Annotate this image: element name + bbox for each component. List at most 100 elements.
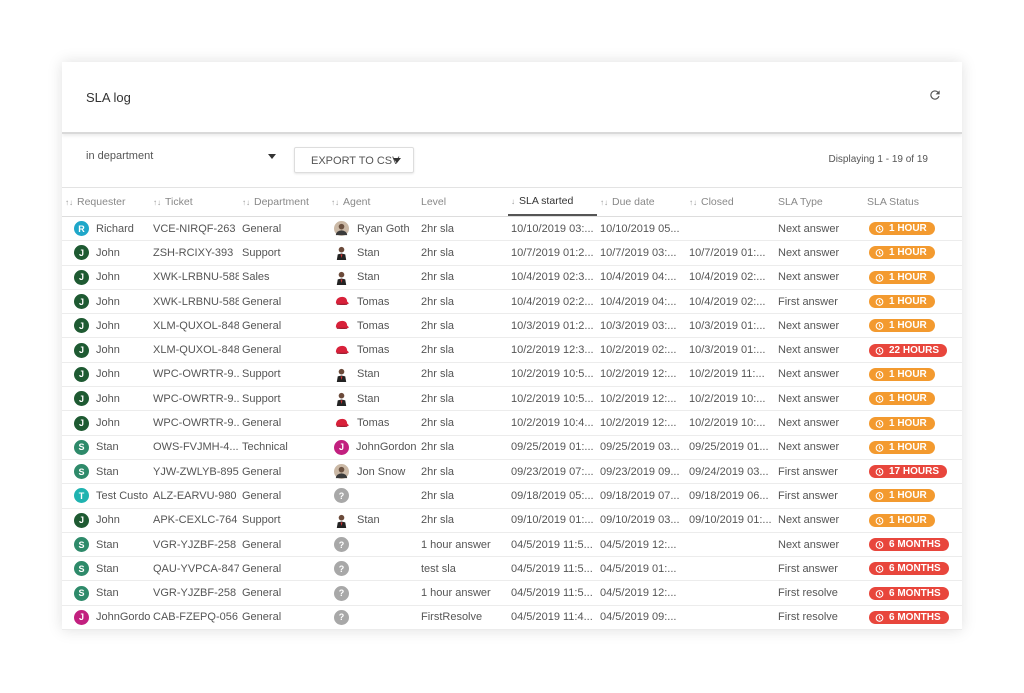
sort-icon: ↑↓	[331, 197, 339, 207]
table-row[interactable]: J John XWK-LRBNU-588 General Tomas 2hr sla 10/…	[62, 290, 962, 315]
table-row[interactable]: J John XLM-QUXOL-848 General Tomas 2hr sla 10/…	[62, 314, 962, 339]
column-header[interactable]: ↓ SLA started	[508, 188, 597, 216]
due-cell: 04/5/2019 12:...	[600, 538, 677, 551]
table-row[interactable]: S Stan VGR-YJZBF-258 General? 1 hour answer 0…	[62, 581, 962, 606]
department-cell: General	[242, 344, 282, 357]
level-cell: 2hr sla	[421, 392, 455, 405]
closed-cell	[686, 606, 775, 629]
column-header[interactable]: ↑↓ Due date	[597, 188, 686, 216]
table-row[interactable]: J John XWK-LRBNU-588 Sales Stan 2hr sla 10/4/2…	[62, 266, 962, 290]
requester-avatar: J	[74, 294, 89, 310]
requester-cell: J John	[62, 266, 150, 289]
column-header[interactable]: ↑↓ Ticket	[150, 188, 239, 216]
export-button[interactable]: EXPORT TO CSV	[294, 147, 414, 173]
table-row[interactable]: S Stan QAU-YVPCA-847 General? test sla 04/5/2…	[62, 557, 962, 582]
level-cell: 1 hour answer	[421, 538, 491, 551]
ticket-cell: WPC-OWRTR-9...	[153, 392, 239, 405]
agent-avatar	[334, 221, 349, 237]
table-row[interactable]: J John APK-CEXLC-764 Support Stan 2hr sla 09/1…	[62, 509, 962, 533]
started-cell: 04/5/2019 11:5...	[511, 538, 593, 551]
sla-card: SLA log in department EXPORT TO CSV Disp…	[62, 62, 962, 630]
ticket-cell: WPC-OWRTR-9...	[153, 417, 239, 430]
agent-avatar	[336, 393, 347, 407]
table-row[interactable]: J John WPC-OWRTR-9... Support Stan 2hr sla 10/…	[62, 363, 962, 388]
type-cell: Next answer	[778, 514, 840, 527]
status-cell: 6 MONTHS	[864, 557, 962, 580]
table-row[interactable]: J John WPC-OWRTR-9... General Tomas 2hr sla 10…	[62, 411, 962, 436]
column-header[interactable]: ↑↓ Agent	[328, 188, 418, 216]
started-cell: 10/2/2019 12:3...	[511, 344, 594, 357]
ticket-cell: CAB-FZEPQ-056	[153, 611, 238, 624]
ticket-cell: XLM-QUXOL-848	[153, 319, 239, 332]
requester-cell: S Stan	[62, 581, 150, 604]
column-header[interactable]: ↑↓ Requester	[62, 188, 150, 216]
type-cell: Next answer	[778, 538, 840, 551]
agent-avatar: J	[334, 439, 349, 455]
status-cell: 1 HOUR	[864, 217, 962, 240]
level-cell: 2hr sla	[421, 319, 455, 332]
alarm-icon	[875, 468, 884, 476]
started-cell: 09/23/2019 07:...	[511, 465, 594, 478]
table-row[interactable]: S Stan YJW-ZWLYB-895 General Jon Snow 2hr sla…	[62, 460, 962, 485]
agent-name: Tomas	[357, 417, 390, 430]
due-cell: 09/18/2019 07...	[600, 489, 680, 502]
started-cell: 04/5/2019 11:5...	[511, 562, 593, 575]
status-text: 1 HOUR	[889, 223, 927, 235]
status-cell: 1 HOUR	[864, 363, 962, 386]
type-cell: First answer	[778, 562, 838, 575]
agent-avatar	[336, 247, 347, 261]
started-cell: 10/2/2019 10:4...	[511, 417, 594, 430]
started-cell: 04/5/2019 11:4...	[511, 611, 593, 624]
column-label: Requester	[77, 196, 126, 208]
alarm-icon	[875, 298, 884, 306]
status-badge: 1 HOUR	[869, 367, 935, 381]
alarm-icon	[875, 589, 884, 598]
requester-name: John	[96, 246, 120, 259]
agent-name: Tomas	[357, 344, 390, 357]
table-row[interactable]: J John ZSH-RCIXY-393 Support Stan 2hr sla 10/7…	[62, 241, 962, 266]
closed-date: 09/10/2019 01:...	[689, 514, 772, 527]
ticket-cell: OWS-FVJMH-4...	[153, 441, 239, 454]
status-text: 1 HOUR	[889, 393, 927, 405]
ticket-cell: XLM-QUXOL-848	[153, 344, 239, 357]
agent-cell: Stan	[328, 241, 418, 264]
type-cell: Next answer	[778, 392, 840, 405]
requester-cell: R Richard	[62, 217, 150, 240]
started-cell: 10/3/2019 01:2...	[511, 319, 594, 332]
agent-name: Stan	[357, 246, 380, 259]
column-header[interactable]: ↑↓ Department	[239, 188, 328, 216]
type-cell: Next answer	[778, 271, 840, 284]
table-row[interactable]: J John XLM-QUXOL-848 General Tomas 2hr sla 10/…	[62, 338, 962, 363]
table-row[interactable]: J JohnGordo CAB-FZEPQ-056 General? FirstReso…	[62, 606, 962, 630]
table-row[interactable]: T Test Custo ALZ-EARVU-980 General? 2hr sla 0…	[62, 484, 962, 509]
table-row[interactable]: S Stan VGR-YJZBF-258 General? 1 hour answer 0…	[62, 533, 962, 558]
closed-date: 10/2/2019 10:...	[689, 392, 766, 405]
status-text: 1 HOUR	[889, 296, 927, 308]
column-header[interactable]: ↑↓ Closed	[686, 188, 775, 216]
table-row[interactable]: R Richard VCE-NIRQF-263 General Ryan Goth 2hr…	[62, 217, 962, 242]
started-cell: 10/4/2019 02:3...	[511, 271, 594, 284]
status-cell: 1 HOUR	[864, 436, 962, 459]
requester-cell: J John	[62, 363, 150, 386]
alarm-icon	[875, 346, 884, 355]
status-text: 1 HOUR	[889, 368, 927, 380]
refresh-button[interactable]	[928, 88, 942, 102]
type-cell: Next answer	[778, 368, 840, 381]
status-badge: 1 HOUR	[869, 392, 935, 406]
ticket-cell: ALZ-EARVU-980	[153, 489, 237, 502]
ticket-cell: QAU-YVPCA-847	[153, 562, 239, 575]
department-filter[interactable]: in department	[86, 150, 276, 162]
level-cell: test sla	[421, 562, 456, 575]
status-text: 1 HOUR	[889, 247, 927, 259]
due-cell: 10/3/2019 03:...	[600, 319, 677, 332]
type-cell: First answer	[778, 465, 838, 478]
closed-cell: 10/2/2019 11:...	[686, 363, 775, 386]
table-row[interactable]: J John WPC-OWRTR-9... Support Stan 2hr sla 10/…	[62, 387, 962, 412]
due-cell: 09/25/2019 03...	[600, 441, 680, 454]
status-cell: 1 HOUR	[864, 314, 962, 337]
department-cell: General	[242, 587, 282, 600]
closed-cell	[686, 533, 775, 556]
requester-cell: S Stan	[62, 557, 150, 580]
table-row[interactable]: S Stan OWS-FVJMH-4... Technical J JohnGordon 2…	[62, 436, 962, 460]
